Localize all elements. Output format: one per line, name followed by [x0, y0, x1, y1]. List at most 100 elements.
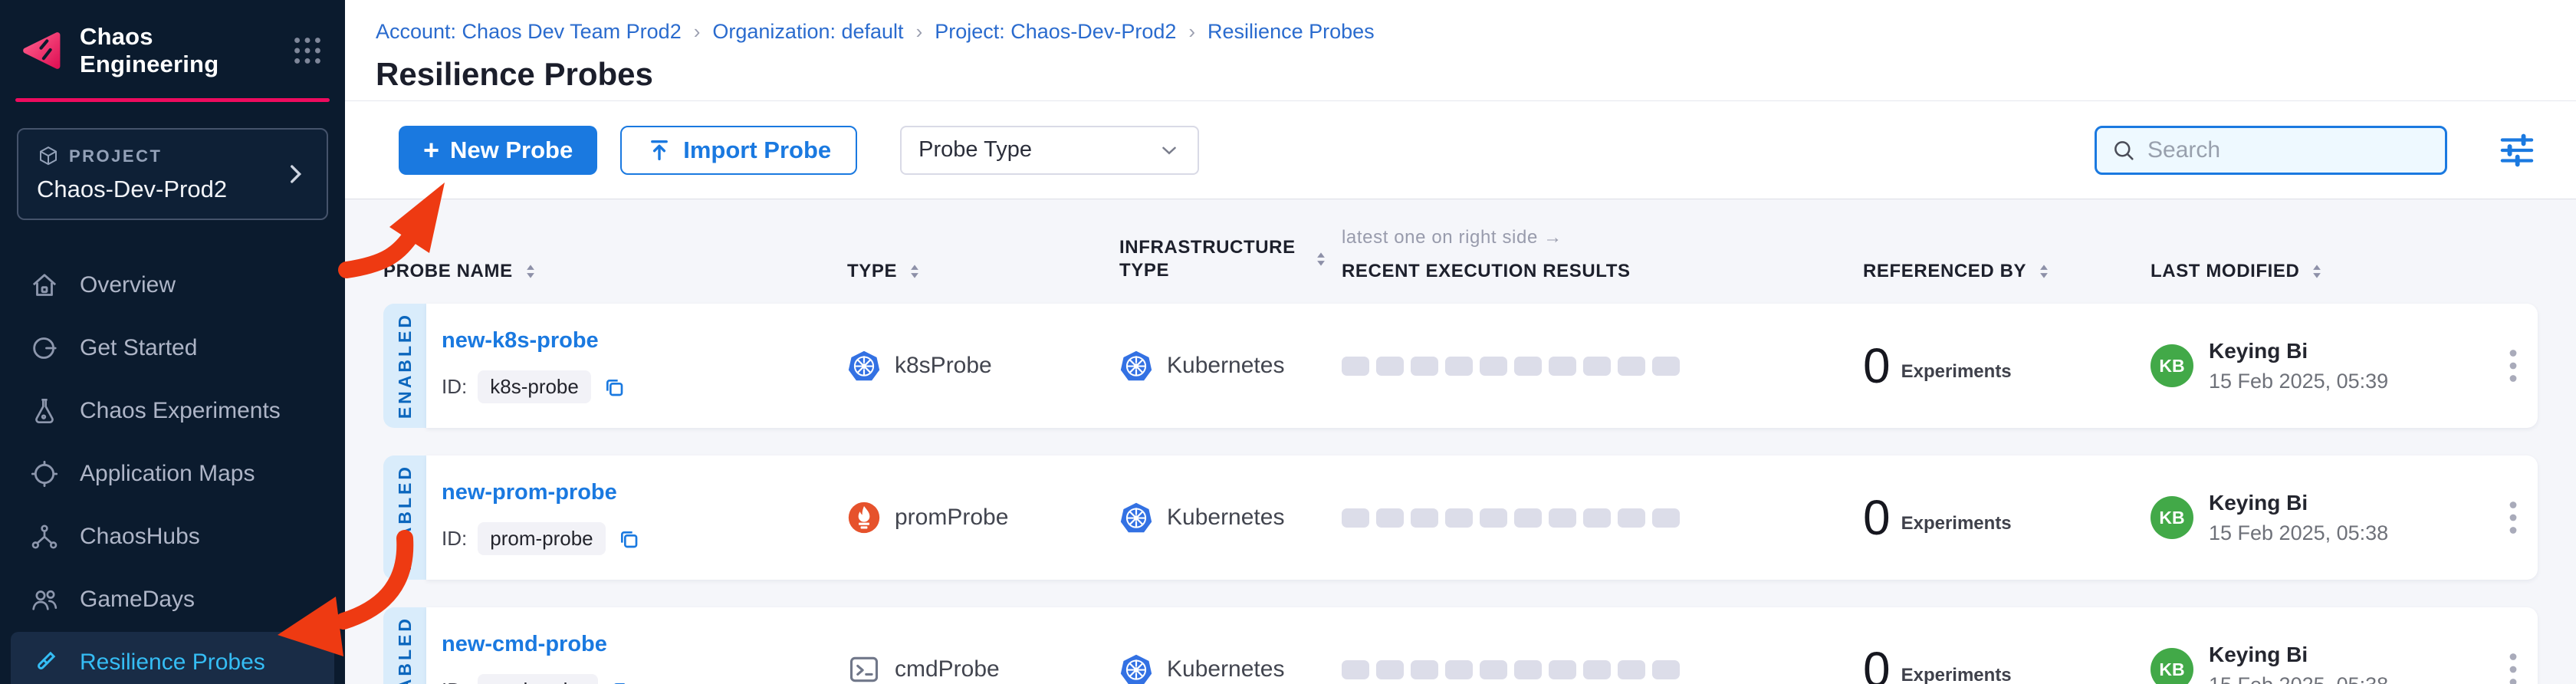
probe-name-cell: new-k8s-probe ID: k8s-probe	[426, 328, 847, 403]
breadcrumb-organization[interactable]: Organization: default	[712, 20, 904, 43]
column-header-recent-execution-results: latest one on right side → RECENT EXECUT…	[1342, 227, 1863, 282]
referenced-count: 0	[1863, 337, 1891, 393]
probe-name-link[interactable]: new-k8s-probe	[442, 328, 599, 353]
sidebar-item-resilience-probes[interactable]: Resilience Probes	[11, 632, 334, 684]
execution-result-placeholder	[1549, 659, 1576, 679]
execution-result-placeholder	[1342, 356, 1369, 376]
probe-type-dropdown[interactable]: Probe Type	[900, 125, 1200, 175]
infrastructure-type-cell: Kubernetes	[1119, 349, 1342, 383]
sort-icon[interactable]	[521, 261, 540, 281]
sidebar-item-application-maps[interactable]: Application Maps	[11, 443, 334, 505]
table-row-body: new-k8s-probe ID: k8s-probe	[426, 304, 2538, 428]
filter-settings-button[interactable]	[2496, 130, 2538, 171]
probe-type-cell: k8sProbe	[847, 349, 1119, 383]
modified-by-name: Keying Bi	[2209, 338, 2308, 363]
execution-result-placeholder	[1376, 659, 1404, 679]
infrastructure-type-label: Kubernetes	[1167, 656, 1285, 682]
column-header-label: REFERENCED BY	[1863, 261, 2027, 281]
get-started-icon	[33, 337, 57, 359]
search-input[interactable]	[2147, 136, 2431, 163]
sort-icon[interactable]	[1311, 249, 1331, 269]
referenced-count: 0	[1863, 641, 1891, 684]
sidebar-item-chaoshubs[interactable]: ChaosHubs	[11, 506, 334, 567]
modified-date: 15 Feb 2025, 05:38	[2209, 673, 2388, 684]
copy-icon	[606, 379, 623, 396]
sort-icon[interactable]	[905, 261, 925, 281]
id-label: ID:	[442, 527, 468, 550]
recent-execution-results-cell	[1342, 356, 1863, 376]
probe-id-value: prom-probe	[478, 522, 606, 555]
infrastructure-type-label: Kubernetes	[1167, 505, 1285, 530]
breadcrumb-current-page[interactable]: Resilience Probes	[1208, 20, 1375, 43]
execution-result-placeholder	[1480, 659, 1507, 679]
breadcrumb-project[interactable]: Project: Chaos-Dev-Prod2	[935, 20, 1177, 43]
row-kebab-menu-button[interactable]	[2496, 344, 2530, 387]
table-row-body: new-cmd-probe ID: cmd-probe	[426, 607, 2538, 684]
import-probe-label: Import Probe	[683, 136, 832, 163]
latest-annotation: latest one on right side →	[1342, 227, 1562, 248]
column-header-label: INFRASTRUCTURE TYPE	[1119, 237, 1296, 281]
row-kebab-menu-button[interactable]	[2496, 496, 2530, 539]
last-modified-cell: KB Keying Bi 15 Feb 2025, 05:38	[2150, 643, 2488, 684]
probe-type-cell: cmdProbe	[847, 653, 1119, 684]
test-tube-icon	[38, 651, 56, 669]
execution-result-placeholder	[1411, 508, 1438, 528]
execution-result-placeholder	[1583, 659, 1611, 679]
execution-result-placeholder	[1480, 356, 1507, 376]
status-badge: ENABLED	[383, 304, 426, 428]
new-probe-button[interactable]: + New Probe	[399, 125, 598, 175]
sidebar-item-chaos-experiments[interactable]: Chaos Experiments	[11, 380, 334, 442]
kebab-icon	[2509, 653, 2516, 684]
sort-icon[interactable]	[2307, 261, 2327, 281]
chevron-right-icon	[291, 165, 302, 183]
row-kebab-menu-button[interactable]	[2496, 648, 2530, 684]
id-label: ID:	[442, 679, 467, 684]
infrastructure-type-cell: Kubernetes	[1119, 501, 1342, 534]
execution-result-placeholder	[1549, 508, 1576, 528]
sidebar: Chaos Engineering PROJECT Chaos-Dev-Prod…	[0, 0, 345, 684]
sidebar-item-label: ChaosHubs	[80, 524, 200, 549]
probe-type-cell: promProbe	[847, 501, 1119, 534]
copy-id-button[interactable]	[602, 375, 626, 400]
page-title: Resilience Probes	[376, 56, 653, 92]
import-probe-button[interactable]: Import Probe	[620, 125, 858, 175]
referenced-unit: Experiments	[1901, 513, 2012, 534]
hub-icon	[31, 525, 58, 549]
kubernetes-icon	[1120, 502, 1152, 533]
page-header: Account: Chaos Dev Team Prod2 › Organiza…	[345, 0, 2576, 101]
probe-type-label: promProbe	[895, 505, 1009, 530]
project-selector[interactable]: PROJECT Chaos-Dev-Prod2	[17, 128, 328, 220]
copy-id-button[interactable]	[609, 679, 633, 684]
probe-name-link[interactable]: new-prom-probe	[442, 480, 617, 505]
project-name: Chaos-Dev-Prod2	[37, 176, 228, 202]
new-probe-label: New Probe	[450, 136, 573, 163]
execution-result-placeholder	[1411, 356, 1438, 376]
execution-result-placeholder	[1618, 356, 1645, 376]
sidebar-item-gamedays[interactable]: GameDays	[11, 569, 334, 630]
probe-name-link[interactable]: new-cmd-probe	[442, 632, 607, 656]
copy-icon	[613, 682, 625, 684]
sort-icon[interactable]	[2034, 261, 2054, 281]
execution-result-placeholder	[1652, 508, 1680, 528]
recent-execution-results-cell	[1342, 508, 1863, 528]
sidebar-item-label: Overview	[80, 272, 176, 298]
execution-result-placeholder	[1514, 356, 1542, 376]
probe-type-label: k8sProbe	[895, 353, 992, 378]
filter-sliders-icon	[2500, 133, 2534, 166]
column-header-type: TYPE	[847, 261, 1119, 282]
breadcrumb-account[interactable]: Account: Chaos Dev Team Prod2	[376, 20, 682, 43]
kubernetes-icon	[1120, 350, 1152, 381]
sidebar-item-overview[interactable]: Overview	[11, 255, 334, 316]
modified-by-name: Keying Bi	[2209, 490, 2308, 515]
sidebar-item-get-started[interactable]: Get Started	[11, 317, 334, 379]
table-header-row: PROBE NAME TYPE INFRASTRUCTURE TYPE late…	[383, 199, 2538, 304]
probe-id-value: k8s-probe	[478, 370, 591, 403]
execution-result-placeholder	[1514, 659, 1542, 679]
execution-result-placeholder	[1376, 508, 1404, 528]
execution-result-placeholder	[1411, 659, 1438, 679]
copy-id-button[interactable]	[616, 527, 641, 551]
execution-result-placeholder	[1583, 356, 1611, 376]
module-grid-icon[interactable]	[290, 33, 325, 68]
flask-icon	[35, 399, 54, 424]
